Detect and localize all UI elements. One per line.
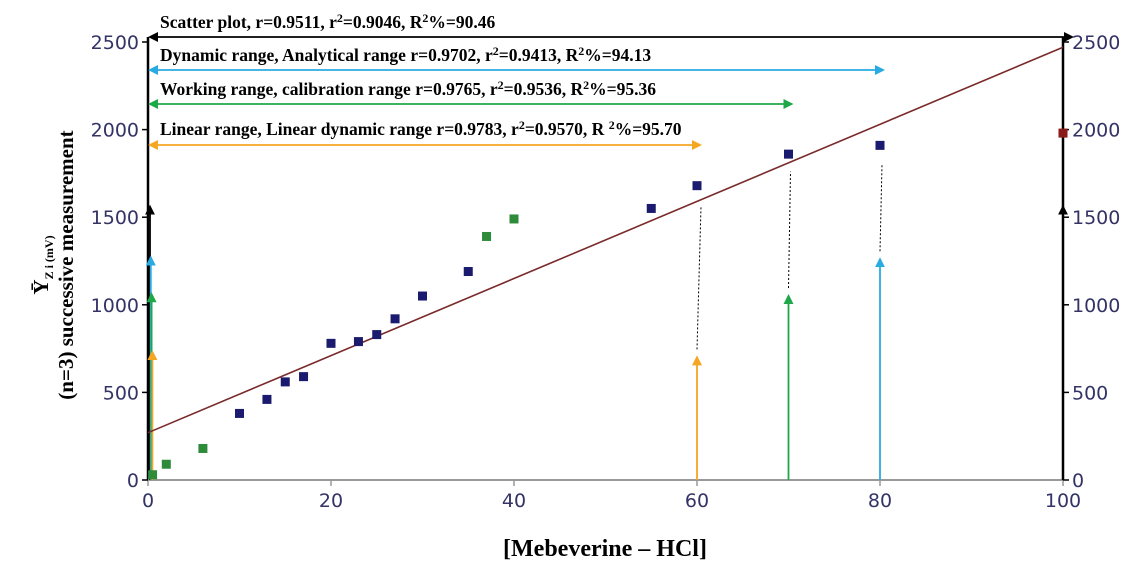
range-annotations: Scatter plot, r=0.9511, r2=0.9046, R2%=9… (148, 11, 1074, 150)
y-tick-label: 2500 (91, 32, 139, 54)
y2-tick-label: 500 (1072, 382, 1108, 404)
y-axis-label-symbol: Ȳ (29, 279, 53, 294)
y-axis-label-subscript: Z i (mV) (42, 235, 56, 279)
x-tick-label: 20 (319, 490, 343, 512)
x-tick-label: 0 (142, 490, 154, 512)
x-tick-label: 60 (685, 490, 709, 512)
range-end-dotted-link (696, 206, 702, 350)
data-point (463, 267, 473, 277)
range-guides (145, 164, 1068, 480)
data-point (692, 181, 702, 191)
x-tick-label: 80 (868, 490, 892, 512)
data-point (148, 470, 158, 480)
y-tick-label: 1500 (91, 207, 139, 229)
data-point (326, 338, 336, 348)
data-point (235, 408, 244, 418)
data-point (390, 314, 400, 324)
y2-tick-label: 0 (1072, 470, 1084, 492)
data-point (161, 459, 171, 469)
data-point (262, 394, 272, 404)
x-tick-label: 40 (502, 490, 526, 512)
y-tick-label: 2000 (91, 120, 139, 142)
data-point (418, 291, 427, 301)
data-point (280, 377, 290, 387)
range-label: Dynamic range, Analytical range r=0.9702… (160, 44, 651, 65)
data-point (198, 443, 208, 453)
data-point (372, 330, 382, 340)
y2-tick-label: 2500 (1072, 32, 1120, 54)
y-tick-label: 500 (103, 382, 139, 404)
data-points (148, 128, 1068, 480)
y2-tick-label: 1000 (1072, 295, 1120, 317)
range-label: Linear range, Linear dynamic range r=0.9… (160, 118, 682, 139)
range-end-dotted-link (879, 164, 883, 252)
regression-line (147, 46, 1064, 434)
data-point (482, 231, 492, 241)
data-point (353, 337, 363, 347)
range-label: Working range, calibration range r=0.976… (160, 78, 656, 99)
range-label: Scatter plot, r=0.9511, r2=0.9046, R2%=9… (160, 11, 495, 32)
range-end-dotted-link (788, 171, 791, 289)
y-axis-label-symbol-line: ȲZ i (mV) (29, 235, 56, 294)
data-point (1058, 128, 1068, 138)
data-point (646, 203, 656, 213)
y-axis-label: (n=3) successive measurement (54, 130, 78, 399)
data-point (299, 372, 309, 382)
data-point (875, 140, 885, 150)
x-tick-label: 100 (1045, 490, 1081, 512)
y2-tick-label: 1500 (1072, 207, 1120, 229)
y2-tick-label: 2000 (1072, 120, 1120, 142)
y-tick-label: 1000 (91, 295, 139, 317)
y-axis-label-group: ȲZ i (mV) (n=3) successive measurement (29, 130, 78, 399)
y-tick-label: 0 (127, 470, 139, 492)
data-point (509, 214, 519, 224)
x-axis-label: [Mebeverine – HCl] (503, 536, 707, 562)
tick-layer: 0 20 40 60 80 1000500100015002000250005001000… (91, 32, 1121, 512)
data-point (784, 149, 793, 159)
